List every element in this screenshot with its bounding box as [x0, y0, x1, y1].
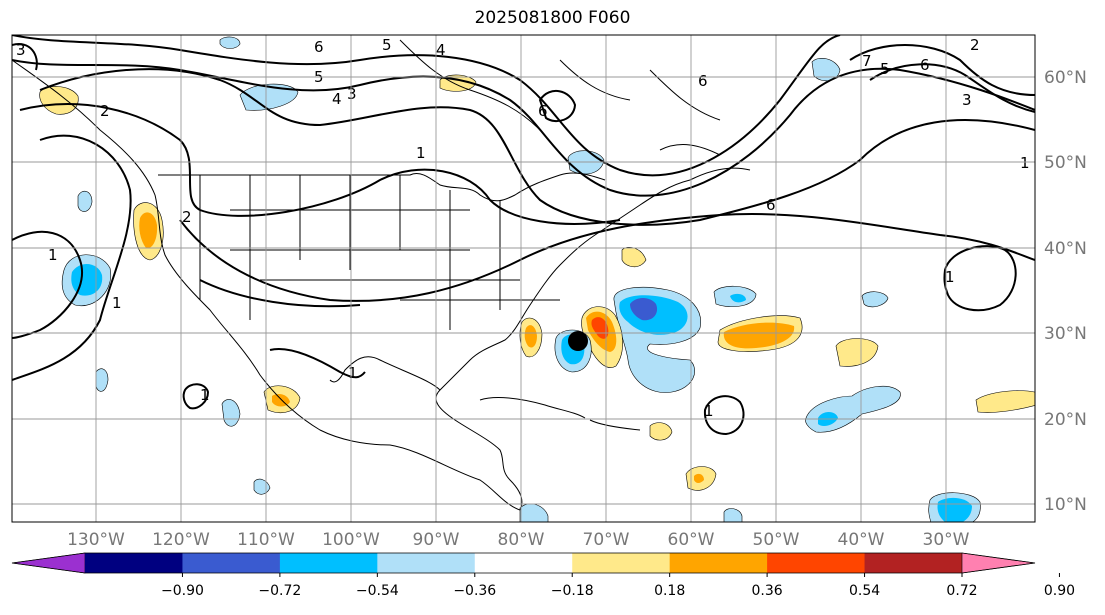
lon-label: 100°W	[322, 530, 380, 550]
yellow-anomaly	[39, 86, 79, 115]
lat-label: 40°N	[1044, 239, 1087, 259]
lon-label: 120°W	[152, 530, 210, 550]
colorbar-tick-label: 0.36	[752, 583, 783, 599]
colorbar-tick-label: −0.72	[258, 583, 301, 599]
colorbar-segments	[11, 552, 1036, 574]
colorbar-segment	[85, 553, 183, 573]
blue-anomaly-core	[730, 293, 746, 303]
colorbar-tick-label: −0.36	[453, 583, 496, 599]
map-frame	[11, 34, 1036, 523]
colorbar-segment	[279, 553, 378, 573]
contour-label: 6	[920, 56, 930, 74]
contour-label: 6	[766, 196, 776, 214]
blue-anomaly	[723, 508, 743, 522]
colorbar-segment	[377, 553, 476, 573]
contour-label: 7	[862, 52, 872, 70]
colorbar-segment	[767, 553, 866, 573]
coastlines	[12, 39, 751, 511]
blue-anomaly	[861, 291, 889, 308]
blue-anomaly	[811, 57, 841, 82]
lon-label: 90°W	[413, 530, 460, 550]
lat-label: 20°N	[1044, 410, 1087, 430]
contour-label: 3	[347, 85, 357, 103]
lon-label: 70°W	[583, 530, 630, 550]
contour-label: 6	[698, 72, 708, 90]
lat-label: 10°N	[1044, 495, 1087, 515]
lon-label: 50°W	[753, 530, 800, 550]
contour-label: 1	[200, 386, 210, 404]
colorbar-tick-label: 0.18	[654, 583, 685, 599]
colorbar-tick-label: 0.54	[849, 583, 880, 599]
contour-label: 3	[16, 41, 26, 59]
orange-anomaly-core	[694, 473, 704, 483]
contour-label: 4	[332, 90, 342, 108]
contour-label: 1	[945, 268, 955, 286]
orange-anomaly-core	[723, 322, 795, 349]
contour-label: 5	[382, 36, 392, 54]
colorbar-tick-label: −0.18	[551, 583, 594, 599]
gridlines	[12, 35, 1035, 522]
contour-label: 1	[348, 364, 358, 382]
contour-label: 1	[1020, 154, 1030, 172]
blue-anomaly	[77, 190, 93, 212]
yellow-anomaly	[649, 422, 673, 441]
contour-label: 1	[416, 144, 426, 162]
map-title: 2025081800 F060	[474, 8, 631, 28]
contour-label: 2	[970, 36, 980, 54]
lat-label: 50°N	[1044, 153, 1087, 173]
colorbar-segment	[864, 553, 963, 573]
blue-anomaly	[519, 503, 549, 522]
contour-label: 5	[880, 60, 890, 78]
contour-label: 1	[112, 294, 122, 312]
colorbar-tick-label: −0.54	[356, 583, 399, 599]
yellow-anomaly	[835, 338, 879, 367]
colorbar-tick-label: 0.72	[946, 583, 977, 599]
blue-anomaly	[95, 368, 109, 392]
contour-label: 4	[436, 41, 446, 59]
colorbar-segment	[572, 553, 671, 573]
contour-label: 2	[100, 102, 110, 120]
contour-label: 1	[704, 402, 714, 420]
storm-center-marker	[568, 331, 588, 351]
shaded-anomalies	[39, 36, 1035, 522]
colorbar-border	[11, 552, 1036, 574]
yellow-anomaly	[975, 390, 1035, 413]
lat-label: 60°N	[1044, 68, 1087, 88]
contour-label: 6	[538, 102, 548, 120]
contour-label: 1	[48, 246, 58, 264]
colorbar-segment	[182, 553, 281, 573]
colorbar-extend-high	[961, 552, 1036, 574]
colorbar-extend-low	[11, 552, 86, 574]
orange-anomaly-core	[524, 325, 537, 348]
lon-label: 110°W	[237, 530, 295, 550]
contour-label: 3	[962, 91, 972, 109]
colorbar-tick-label: −0.90	[161, 583, 204, 599]
contour-lines	[12, 35, 1035, 436]
lon-label: 30°W	[923, 530, 970, 550]
contour-label: 2	[182, 208, 192, 226]
colorbar-tick-label: 0.90	[1044, 583, 1075, 599]
colorbar-segment	[669, 553, 768, 573]
blue-anomaly	[219, 36, 241, 49]
lon-label: 60°W	[668, 530, 715, 550]
contour-label: 6	[314, 38, 324, 56]
lon-label: 130°W	[67, 530, 125, 550]
orange-anomaly-core	[139, 212, 158, 249]
blue-anomaly	[239, 83, 299, 111]
lon-label: 80°W	[498, 530, 545, 550]
blue-anomaly	[221, 399, 241, 427]
lon-label: 40°W	[838, 530, 885, 550]
blue-anomaly-strong	[630, 298, 658, 321]
yellow-anomaly	[621, 247, 647, 268]
lat-label: 30°N	[1044, 324, 1087, 344]
colorbar-segment	[474, 553, 573, 573]
